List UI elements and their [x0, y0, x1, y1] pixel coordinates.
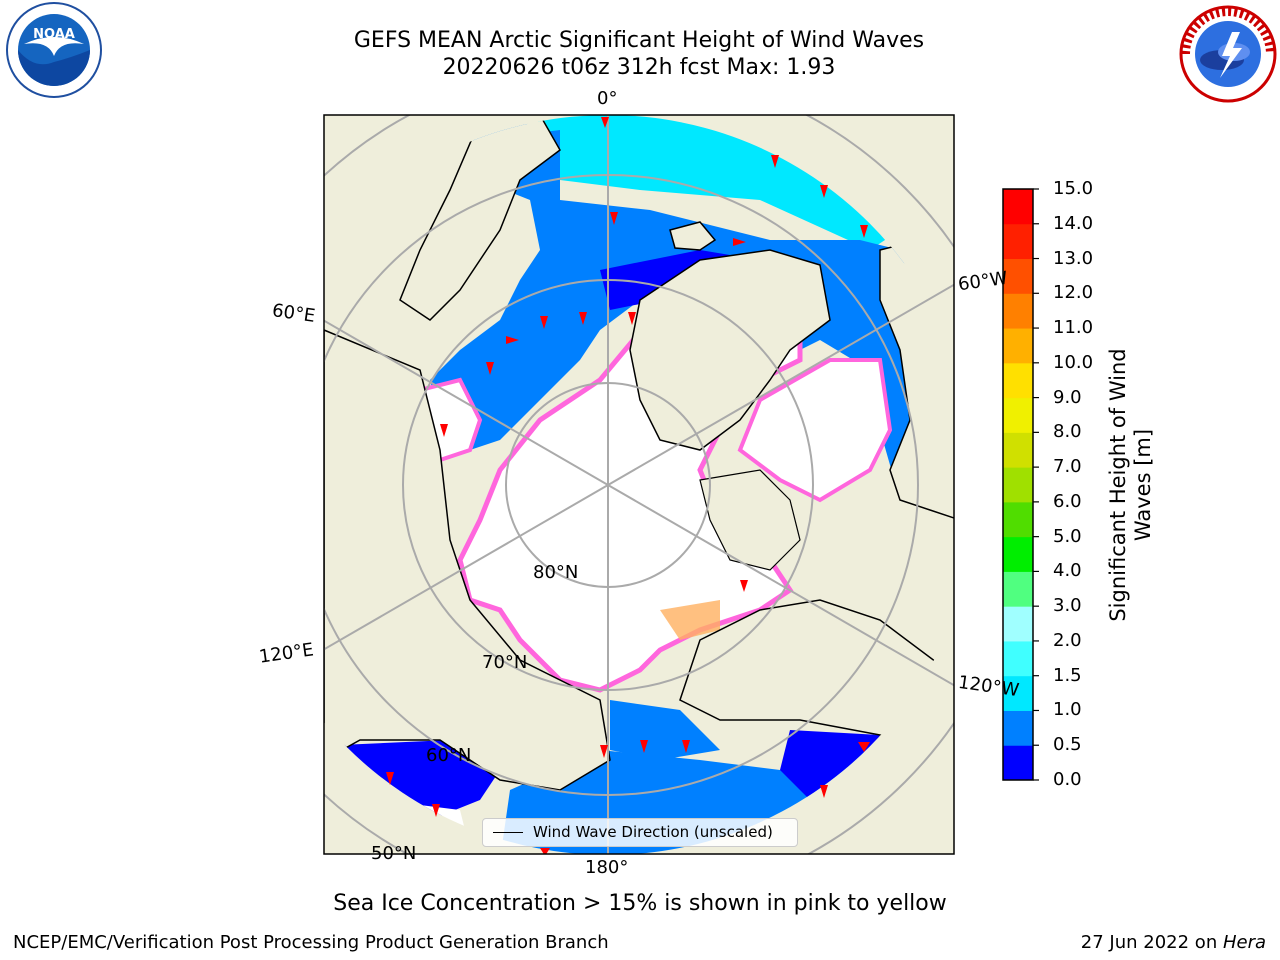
- colorbar-segment: [1003, 293, 1033, 329]
- wave-arrow: [540, 316, 548, 329]
- colorbar-segment: [1003, 223, 1033, 260]
- wind-wave-arrows: [386, 117, 870, 854]
- wave-arrow: [579, 312, 587, 325]
- wave-arrow: [858, 742, 870, 752]
- wave-arrow: [600, 745, 608, 758]
- colorbar-frame: [1002, 188, 1034, 781]
- wave-arrow: [628, 312, 636, 325]
- noaa-logo: NOAA: [6, 2, 102, 98]
- colorbar-tick-label: 6.0: [1053, 490, 1082, 512]
- wave-arrow: [820, 185, 828, 198]
- wave-arrow: [506, 336, 519, 344]
- nws-logo: [1179, 5, 1277, 103]
- chart-title: GEFS MEAN Arctic Significant Height of W…: [353, 28, 925, 53]
- footer-host: Hera: [1222, 932, 1266, 953]
- wave-arrow: [640, 740, 648, 753]
- colorbar-segment: [1003, 258, 1033, 294]
- lat-label-50: 50°N: [371, 843, 417, 864]
- colorbar-tick-label: 9.0: [1053, 386, 1082, 408]
- wave-arrow: [740, 580, 748, 592]
- wave-arrow: [733, 238, 746, 246]
- colorbar-tick-label: 12.0: [1053, 282, 1094, 304]
- sea-ice-archipelago: [737, 358, 893, 503]
- sea-ice-note: Sea Ice Concentration > 15% is shown in …: [333, 891, 947, 916]
- colorbar-tick-label: 15.0: [1053, 178, 1094, 199]
- colorbar-tick-label: 4.0: [1053, 560, 1082, 582]
- colorbar-tick-label: 0.5: [1053, 734, 1082, 756]
- colorbar-segment: [1003, 536, 1033, 572]
- colorbar-tick-label: 3.0: [1053, 595, 1082, 617]
- lon-label-180: 180°: [585, 857, 629, 878]
- colorbar-segment: [1003, 710, 1033, 746]
- colorbar-tick-label: 11.0: [1053, 317, 1094, 339]
- lat-label-60: 60°N: [426, 745, 472, 766]
- colorbar-tick-label: 13.0: [1053, 247, 1094, 269]
- colorbar-segment: [1003, 606, 1033, 642]
- colorbar-tick-label: 2.0: [1053, 629, 1082, 651]
- wave-arrow: [610, 212, 618, 225]
- colorbar-tick-label: 14.0: [1053, 212, 1094, 234]
- land-greenland: [629, 249, 831, 451]
- colorbar-label-line1: Significant Height of Wind: [1106, 348, 1130, 622]
- wave-arrow: [771, 155, 779, 168]
- colorbar-segment: [1003, 501, 1033, 538]
- colorbar-tick-label: 5.0: [1053, 525, 1082, 547]
- colorbar-tick-label: 1.0: [1053, 699, 1082, 721]
- colorbar-segment: [1003, 362, 1033, 399]
- legend-line-swatch: [493, 832, 523, 833]
- wave-arrow: [432, 804, 440, 817]
- wave-arrow: [486, 362, 494, 375]
- lat-label-80: 80°N: [533, 562, 579, 583]
- sea-ice-hudson-margin: [660, 600, 720, 640]
- wave-arrow: [860, 225, 868, 238]
- colorbar-segment: [1003, 640, 1033, 677]
- colorbar-segment: [1003, 189, 1033, 225]
- colorbar-label: Significant Height of Wind Waves [m]: [1106, 335, 1156, 635]
- colorbar-label-line2: Waves [m]: [1131, 428, 1155, 542]
- wave-arrow: [386, 772, 394, 785]
- colorbar-segment: [1003, 397, 1033, 433]
- wave-arrow: [540, 848, 550, 854]
- colorbar-tick-label: 10.0: [1053, 351, 1094, 373]
- colorbar-segment: [1003, 467, 1033, 503]
- map-legend: Wind Wave Direction (unscaled): [482, 818, 798, 847]
- land-arctic-islands: [699, 469, 801, 571]
- ocean-bering: [610, 700, 720, 760]
- colorbar-tick-label: 0.0: [1053, 769, 1082, 790]
- colorbar-segment: [1003, 432, 1033, 468]
- colorbar-tick-label: 1.5: [1053, 664, 1082, 686]
- wave-arrow: [440, 424, 448, 437]
- colorbar-segment: [1003, 745, 1033, 781]
- lon-label-0: 0°: [597, 88, 618, 109]
- chart-subtitle: 20220626 t06z 312h fcst Max: 1.93: [442, 55, 836, 80]
- map-frame: [323, 114, 955, 855]
- colorbar-tick-label: 7.0: [1053, 456, 1082, 478]
- colorbar-segment: [1003, 328, 1033, 364]
- land-iceland: [669, 221, 717, 251]
- land-siberia: [324, 328, 611, 791]
- footer-date-text: 27 Jun 2022 on: [1080, 932, 1223, 953]
- graticule: [324, 115, 954, 854]
- lat-label-70: 70°N: [482, 652, 528, 673]
- wave-arrow: [601, 117, 609, 128]
- wave-arrow: [682, 740, 690, 753]
- wave-arrow: [820, 785, 828, 798]
- land-alaska: [679, 599, 954, 741]
- colorbar: [1003, 188, 1039, 781]
- colorbar-tick-label: 8.0: [1053, 421, 1082, 443]
- noaa-logo-text: NOAA: [33, 27, 75, 42]
- footer-credit: NCEP/EMC/Verification Post Processing Pr…: [13, 932, 609, 953]
- ocean-atlantic-blue: [430, 130, 930, 500]
- colorbar-segment: [1003, 675, 1033, 711]
- legend-label: Wind Wave Direction (unscaled): [533, 823, 773, 841]
- colorbar-segment: [1003, 571, 1033, 607]
- footer-date: 27 Jun 2022 on Hera: [1081, 932, 1266, 953]
